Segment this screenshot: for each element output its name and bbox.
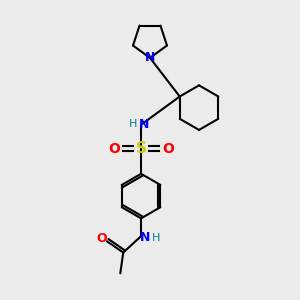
- Text: N: N: [139, 118, 149, 131]
- Text: N: N: [145, 51, 155, 64]
- Text: H: H: [129, 118, 137, 128]
- Text: O: O: [162, 142, 174, 155]
- Text: N: N: [140, 231, 150, 244]
- Text: O: O: [96, 232, 107, 245]
- Text: S: S: [136, 141, 147, 156]
- Text: H: H: [152, 233, 160, 243]
- Text: O: O: [108, 142, 120, 155]
